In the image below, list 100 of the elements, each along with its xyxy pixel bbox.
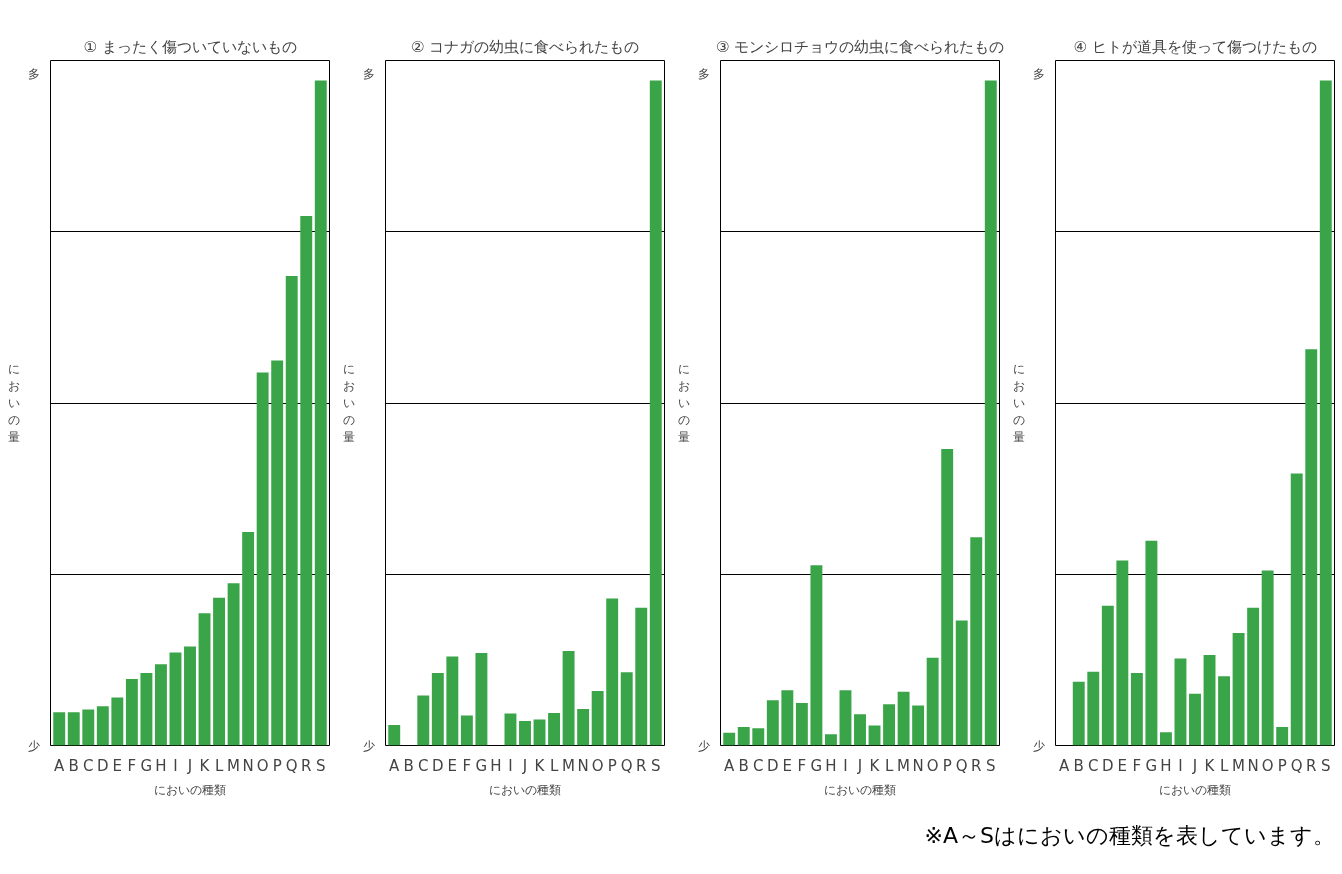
bar bbox=[256, 372, 269, 746]
text: 少 bbox=[27, 738, 40, 753]
x-tick-label: S bbox=[316, 756, 326, 775]
x-tick-label: N bbox=[912, 756, 924, 775]
x-tick-label: S bbox=[986, 756, 996, 775]
x-tick-label: B bbox=[68, 756, 79, 775]
chart-title: ① まったく傷ついていないもの bbox=[83, 37, 297, 56]
bar bbox=[620, 672, 633, 746]
bar bbox=[140, 673, 153, 746]
x-axis-title: においの種類 bbox=[1159, 782, 1231, 797]
x-tick-label: P bbox=[607, 756, 617, 775]
bar bbox=[781, 690, 794, 746]
y-axis-title: においの量 bbox=[342, 362, 355, 444]
x-tick-label: Q bbox=[955, 756, 968, 775]
bar bbox=[67, 712, 80, 746]
y-axis-title: においの量 bbox=[7, 362, 20, 444]
bar bbox=[723, 732, 736, 746]
bar bbox=[649, 80, 662, 746]
bar bbox=[810, 565, 823, 746]
bar bbox=[125, 679, 138, 746]
bar bbox=[548, 712, 561, 746]
bar bbox=[184, 646, 196, 746]
x-tick-label: J bbox=[186, 756, 193, 775]
bar bbox=[737, 726, 750, 746]
y-axis-title: においの量 bbox=[1012, 362, 1025, 444]
x-tick-label: N bbox=[242, 756, 254, 775]
x-tick-label: P bbox=[942, 756, 952, 775]
bar bbox=[96, 706, 109, 746]
x-tick-label: R bbox=[301, 756, 312, 775]
x-tick-label: A bbox=[54, 756, 66, 775]
bar bbox=[475, 653, 488, 746]
bar bbox=[1159, 732, 1172, 746]
text: 多 bbox=[362, 67, 375, 82]
x-tick-label: D bbox=[767, 756, 779, 775]
bar bbox=[1130, 673, 1143, 746]
bar bbox=[839, 690, 852, 746]
x-tick-label: A bbox=[724, 756, 736, 775]
x-tick-label: L bbox=[214, 756, 224, 775]
bar bbox=[1232, 633, 1245, 746]
bar bbox=[1174, 658, 1187, 746]
bar bbox=[388, 724, 401, 746]
x-tick-label: I bbox=[508, 756, 513, 775]
x-tick-label: Q bbox=[620, 756, 633, 775]
bar bbox=[1247, 607, 1260, 746]
bar bbox=[446, 656, 459, 746]
chart-title: ② コナガの幼虫に食べられたもの bbox=[410, 37, 640, 56]
bar bbox=[1203, 655, 1216, 746]
x-tick-label: H bbox=[825, 756, 837, 775]
x-tick-label: J bbox=[856, 756, 863, 775]
x-tick-label: C bbox=[83, 756, 94, 775]
bar bbox=[460, 715, 473, 746]
x-tick-label: Q bbox=[1290, 756, 1303, 775]
x-tick-label: I bbox=[173, 756, 178, 775]
x-tick-label: F bbox=[797, 756, 807, 775]
x-tick-label: R bbox=[971, 756, 982, 775]
x-tick-label: B bbox=[738, 756, 749, 775]
bar bbox=[1261, 570, 1274, 746]
bar bbox=[1290, 473, 1303, 746]
bar bbox=[970, 537, 983, 746]
bar bbox=[431, 673, 444, 746]
x-tick-label: S bbox=[1321, 756, 1331, 775]
bar bbox=[752, 728, 765, 746]
bar bbox=[1145, 540, 1158, 746]
bar bbox=[271, 360, 284, 746]
x-tick-label: D bbox=[432, 756, 444, 775]
bar bbox=[562, 651, 575, 746]
x-tick-label: G bbox=[140, 756, 153, 775]
x-axis-title: においの種類 bbox=[489, 782, 561, 797]
x-tick-label: O bbox=[926, 756, 939, 775]
bar bbox=[941, 448, 954, 746]
x-axis-title: においの種類 bbox=[154, 782, 226, 797]
x-tick-label: K bbox=[869, 756, 881, 775]
x-tick-label: E bbox=[782, 756, 793, 775]
bar bbox=[766, 700, 779, 746]
text: 少 bbox=[1032, 738, 1045, 753]
bar bbox=[635, 607, 648, 746]
text: 多 bbox=[27, 67, 40, 82]
x-tick-label: H bbox=[490, 756, 502, 775]
x-tick-label: J bbox=[1191, 756, 1198, 775]
bar bbox=[1087, 671, 1100, 746]
x-tick-label: C bbox=[418, 756, 429, 775]
x-tick-label: L bbox=[549, 756, 559, 775]
x-tick-label: G bbox=[810, 756, 823, 775]
bar bbox=[417, 695, 430, 746]
x-tick-label: M bbox=[1232, 756, 1246, 775]
x-tick-label: H bbox=[155, 756, 167, 775]
x-tick-label: F bbox=[1132, 756, 1142, 775]
bar bbox=[577, 708, 590, 746]
bar bbox=[795, 702, 808, 746]
bar bbox=[1101, 605, 1114, 746]
x-tick-label: O bbox=[591, 756, 604, 775]
bar bbox=[169, 652, 182, 746]
bar bbox=[912, 705, 925, 746]
bar bbox=[53, 712, 66, 746]
bar bbox=[1218, 676, 1231, 746]
bar bbox=[1305, 349, 1318, 746]
bar bbox=[984, 80, 997, 746]
text: 少 bbox=[697, 738, 710, 753]
x-tick-label: H bbox=[1160, 756, 1172, 775]
y-axis-title: においの量 bbox=[677, 362, 690, 444]
